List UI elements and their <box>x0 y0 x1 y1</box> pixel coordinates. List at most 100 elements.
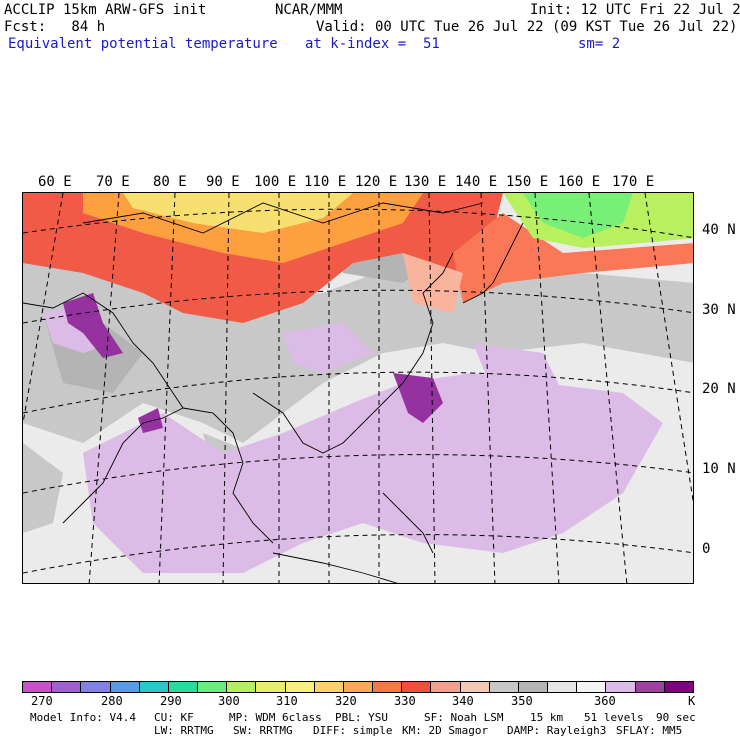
meridian-line <box>428 193 436 583</box>
purple-core <box>63 293 123 358</box>
colorbar-swatch <box>285 682 315 692</box>
lon-label: 150 E <box>506 174 549 190</box>
coastline <box>182 407 274 544</box>
model-info: MP: WDM 6class <box>229 711 322 724</box>
colorbar-swatch <box>256 682 286 692</box>
colorbar-swatch <box>460 682 490 692</box>
model-title: ACCLIP 15km ARW-GFS init <box>4 2 207 18</box>
parallel-line <box>23 454 693 494</box>
lon-label: 80 E <box>153 174 187 190</box>
colorbar-swatch <box>431 682 461 692</box>
model-info: DAMP: Rayleigh3 <box>507 724 607 737</box>
model-info: 51 levels <box>584 711 644 724</box>
model-info: SFLAY: MM5 <box>616 724 683 737</box>
lon-label: 110 E <box>304 174 347 190</box>
lon-label: 170 E <box>612 174 655 190</box>
colorbar-swatch <box>343 682 374 692</box>
colorbar-swatch <box>635 682 665 692</box>
colorbar-swatch <box>373 682 403 692</box>
parallel-line <box>23 534 693 574</box>
model-info: 15 km <box>530 711 564 724</box>
meridian-line <box>588 193 628 583</box>
purple-core <box>138 408 163 433</box>
map-panel <box>22 192 694 584</box>
lon-label: 60 E <box>38 174 72 190</box>
model-info: KM: 2D Smagor <box>402 724 489 737</box>
purple-core <box>393 373 443 423</box>
level-index: at k-index = 51 <box>305 36 440 52</box>
colorbar-swatch <box>198 682 228 692</box>
model-info: CU: KF <box>154 711 194 724</box>
colorbar-swatch <box>168 682 199 692</box>
lon-label: 90 E <box>206 174 240 190</box>
lavender-region <box>283 323 373 373</box>
valid-time: Valid: 00 UTC Tue 26 Jul 22 (09 KST Tue … <box>316 19 738 35</box>
model-info: 90 sec <box>656 711 696 724</box>
colorbar-unit: K <box>688 694 696 708</box>
colorbar-swatch <box>548 682 578 692</box>
lon-label: 140 E <box>455 174 498 190</box>
model-info: LW: RRTMG <box>154 724 214 737</box>
colorbar-swatch <box>577 682 607 692</box>
center-name: NCAR/MMM <box>275 2 343 18</box>
model-info: SF: Noah LSM <box>424 711 504 724</box>
parallel-line <box>23 208 693 239</box>
meridian-line <box>88 193 120 583</box>
colorbar-tick: 270 <box>31 694 53 708</box>
model-info: PBL: YSU <box>335 711 388 724</box>
gray-region <box>23 443 63 533</box>
lavender-region <box>83 373 663 573</box>
coastline <box>382 492 434 554</box>
colorbar-tick: 320 <box>335 694 357 708</box>
colorbar-swatch <box>489 682 519 692</box>
coastline <box>23 292 184 524</box>
lat-label: 30 N <box>702 302 736 318</box>
lat-label: 40 N <box>702 222 736 238</box>
green-region <box>523 193 633 238</box>
meridian-line <box>158 193 176 583</box>
coastlines <box>23 202 524 583</box>
colorbar-tick: 330 <box>394 694 416 708</box>
colorbar-tick: 350 <box>511 694 533 708</box>
colorbar <box>22 681 694 693</box>
lon-label: 100 E <box>254 174 297 190</box>
colorbar-tick: 360 <box>594 694 616 708</box>
coastline <box>462 222 524 304</box>
model-info: SW: RRTMG <box>233 724 293 737</box>
colorbar-swatch <box>81 682 111 692</box>
lat-label: 0 <box>702 541 711 557</box>
colorbar-swatch <box>110 682 140 692</box>
coastline <box>252 252 454 454</box>
colorbar-swatch <box>139 682 169 692</box>
init-time: Init: 12 UTC Fri 22 Jul 22 <box>530 2 740 18</box>
colorbar-tick: 340 <box>452 694 474 708</box>
colorbar-swatch <box>314 682 344 692</box>
colorbar-swatch <box>606 682 636 692</box>
lon-label: 120 E <box>355 174 398 190</box>
colorbar-swatch <box>52 682 82 692</box>
lon-label: 160 E <box>558 174 601 190</box>
orange-red-region <box>453 213 693 303</box>
meridian-line <box>222 193 230 583</box>
parallel-line <box>23 371 693 414</box>
smoothing: sm= 2 <box>578 36 621 52</box>
border <box>82 202 484 234</box>
meridian-line <box>480 193 496 583</box>
lat-label: 20 N <box>702 381 736 397</box>
colorbar-swatch <box>664 682 693 692</box>
lon-label: 130 E <box>404 174 447 190</box>
meridian-line <box>534 193 560 583</box>
colorbar-swatch <box>23 682 53 692</box>
lavender-region <box>473 343 563 393</box>
colorbar-swatch <box>227 682 257 692</box>
colorbar-tick: 280 <box>101 694 123 708</box>
colorbar-tick: 300 <box>218 694 240 708</box>
yellow-region <box>123 193 353 233</box>
colorbar-tick: 290 <box>160 694 182 708</box>
field-name: Equivalent potential temperature <box>8 36 278 52</box>
colorbar-swatch <box>402 682 432 692</box>
model-info: DIFF: simple <box>313 724 393 737</box>
forecast-hour: Fcst: 84 h <box>4 19 106 35</box>
colorbar-tick: 310 <box>276 694 298 708</box>
colorbar-swatch <box>518 682 549 692</box>
